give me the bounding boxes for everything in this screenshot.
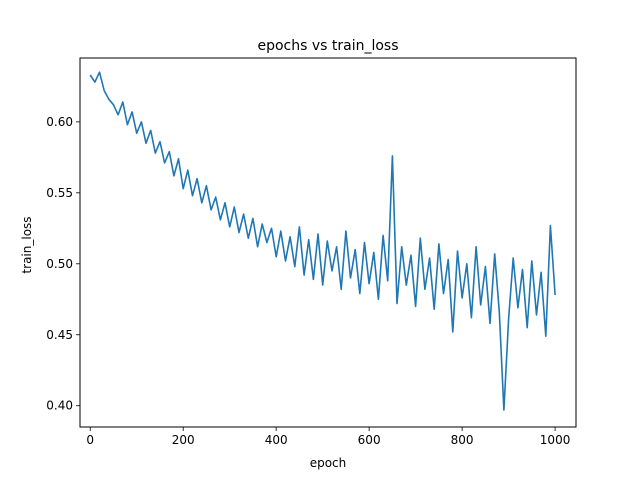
train-loss-line bbox=[89, 71, 556, 411]
x-tick-label: 0 bbox=[86, 433, 94, 447]
x-axis-label: epoch bbox=[310, 456, 347, 470]
x-tick-label: 400 bbox=[265, 433, 288, 447]
y-tick-label: 0.50 bbox=[46, 257, 73, 271]
y-tick-label: 0.45 bbox=[46, 328, 73, 342]
y-axis-label: train_loss bbox=[20, 216, 34, 273]
y-tick-label: 0.55 bbox=[46, 186, 73, 200]
chart-title: epochs vs train_loss bbox=[257, 38, 398, 54]
axis-ticks: 0 200 400 600 800 1000 0.40 0.45 0.50 0.55 0.60 bbox=[46, 115, 570, 447]
y-tick-label: 0.40 bbox=[46, 399, 73, 413]
plot-area bbox=[89, 71, 556, 411]
y-tick-label: 0.60 bbox=[46, 115, 73, 129]
x-tick-label: 1000 bbox=[540, 433, 571, 447]
axes-frame bbox=[79, 57, 577, 428]
x-tick-label: 600 bbox=[358, 433, 381, 447]
x-tick-label: 800 bbox=[451, 433, 474, 447]
x-tick-label: 200 bbox=[172, 433, 195, 447]
